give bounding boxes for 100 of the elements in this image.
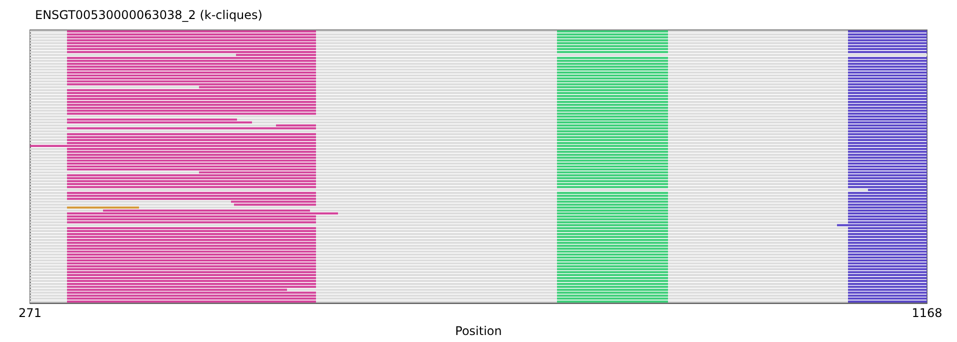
bar xyxy=(67,45,316,48)
bar xyxy=(67,94,316,98)
bar xyxy=(557,250,668,253)
bar xyxy=(848,232,927,236)
bar xyxy=(557,77,668,80)
bar xyxy=(67,36,316,38)
bar xyxy=(67,268,316,270)
bar xyxy=(557,230,668,232)
bar xyxy=(557,33,668,36)
bar xyxy=(848,256,927,259)
bar xyxy=(848,248,927,250)
bar xyxy=(67,238,316,241)
bar xyxy=(67,282,316,285)
bar xyxy=(557,142,668,144)
bar xyxy=(557,218,668,220)
bar xyxy=(848,268,927,270)
bar xyxy=(557,180,668,182)
bar xyxy=(557,89,668,92)
bar xyxy=(557,276,668,280)
bar xyxy=(848,215,927,218)
bar xyxy=(848,48,927,50)
bar xyxy=(557,206,668,209)
bar xyxy=(67,98,316,100)
bar xyxy=(848,60,927,62)
bar xyxy=(557,112,668,115)
bar xyxy=(848,127,927,130)
bar xyxy=(848,209,927,212)
bar xyxy=(67,180,316,182)
bar xyxy=(67,30,316,33)
bar xyxy=(67,276,316,280)
bar xyxy=(557,168,668,170)
bar xyxy=(848,171,927,174)
bar xyxy=(557,232,668,236)
bar xyxy=(30,144,316,148)
bar xyxy=(848,165,927,168)
bar xyxy=(848,294,927,297)
bar xyxy=(848,121,927,124)
bar xyxy=(848,183,927,186)
bar xyxy=(848,154,927,156)
bar xyxy=(557,238,668,241)
bar xyxy=(848,244,927,247)
bar xyxy=(67,206,139,209)
bar xyxy=(67,100,316,103)
bar xyxy=(557,39,668,42)
bar xyxy=(848,168,927,170)
bar xyxy=(67,60,316,62)
bar xyxy=(848,62,927,65)
bar xyxy=(67,62,316,65)
bar xyxy=(848,80,927,82)
bar xyxy=(67,274,316,276)
bar xyxy=(557,118,668,121)
bar xyxy=(557,139,668,142)
bar xyxy=(848,162,927,165)
bar xyxy=(848,180,927,182)
x-tick-label: 1168 xyxy=(912,306,942,320)
bar xyxy=(848,112,927,115)
bar xyxy=(848,150,927,153)
bar xyxy=(557,171,668,174)
bar xyxy=(848,288,927,291)
bar xyxy=(557,300,668,303)
bar xyxy=(557,174,668,176)
bar xyxy=(557,144,668,148)
bar xyxy=(557,150,668,153)
bar xyxy=(848,36,927,38)
bar xyxy=(557,56,668,59)
bar xyxy=(557,192,668,194)
bar xyxy=(848,136,927,138)
bar xyxy=(67,50,316,54)
bar xyxy=(557,183,668,186)
bar xyxy=(848,104,927,106)
bar xyxy=(67,160,316,162)
bar xyxy=(557,256,668,259)
bar xyxy=(557,60,668,62)
bar xyxy=(67,286,316,288)
bar xyxy=(848,286,927,288)
bar xyxy=(67,68,316,71)
bar xyxy=(848,280,927,282)
bar xyxy=(67,232,316,236)
bar xyxy=(557,274,668,276)
bar xyxy=(848,92,927,94)
bar xyxy=(557,110,668,112)
bar xyxy=(67,265,316,268)
bar xyxy=(67,198,316,200)
bar xyxy=(557,106,668,109)
bar xyxy=(67,110,316,112)
bar xyxy=(848,236,927,238)
bar xyxy=(848,160,927,162)
bar xyxy=(848,250,927,253)
bar xyxy=(67,89,316,92)
bar xyxy=(557,83,668,86)
bar xyxy=(557,265,668,268)
bar xyxy=(848,292,927,294)
bar xyxy=(557,30,668,33)
bar xyxy=(557,268,668,270)
bar xyxy=(557,148,668,150)
bar xyxy=(30,188,868,192)
bar xyxy=(557,227,668,230)
bar xyxy=(848,72,927,74)
bar xyxy=(67,74,316,77)
bar xyxy=(848,174,927,176)
